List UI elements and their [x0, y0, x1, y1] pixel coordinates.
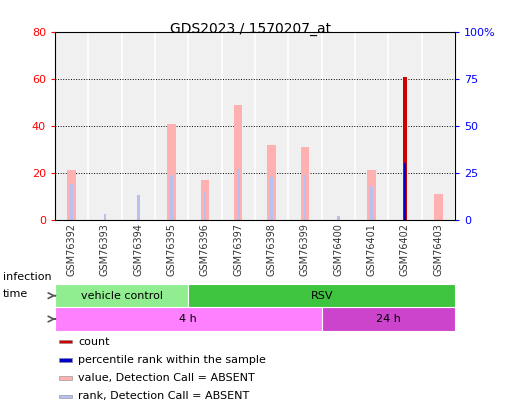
Text: GSM76393: GSM76393 — [100, 223, 110, 276]
Bar — [59, 376, 72, 380]
Bar — [370, 186, 373, 220]
Bar — [337, 216, 339, 220]
Text: infection: infection — [3, 273, 51, 282]
Bar — [403, 77, 407, 220]
Text: GSM76397: GSM76397 — [233, 223, 243, 276]
Text: GDS2023 / 1570207_at: GDS2023 / 1570207_at — [170, 22, 332, 36]
Text: RSV: RSV — [310, 291, 333, 301]
Bar — [188, 284, 455, 307]
Bar — [304, 175, 306, 220]
Bar — [434, 194, 442, 220]
Text: GSM76396: GSM76396 — [200, 223, 210, 276]
Bar — [59, 340, 72, 343]
Bar — [170, 175, 173, 220]
Text: GSM76398: GSM76398 — [267, 223, 277, 276]
Text: time: time — [3, 289, 28, 298]
Bar — [167, 124, 176, 220]
Text: GSM76394: GSM76394 — [133, 223, 143, 276]
Text: 4 h: 4 h — [179, 314, 197, 324]
Text: GSM76392: GSM76392 — [66, 223, 76, 276]
Text: GSM76400: GSM76400 — [333, 223, 343, 276]
Text: GSM76401: GSM76401 — [367, 223, 377, 276]
Text: value, Detection Call = ABSENT: value, Detection Call = ABSENT — [78, 373, 255, 383]
Bar — [203, 192, 206, 220]
Text: GSM76395: GSM76395 — [167, 223, 177, 276]
Text: GSM76399: GSM76399 — [300, 223, 310, 276]
Bar — [55, 307, 322, 331]
Bar — [67, 171, 76, 220]
Bar — [267, 145, 276, 220]
Bar — [59, 394, 72, 398]
Bar — [70, 184, 73, 220]
Text: percentile rank within the sample: percentile rank within the sample — [78, 355, 266, 365]
Bar — [237, 169, 240, 220]
Text: vehicle control: vehicle control — [81, 291, 163, 301]
Text: 24 h: 24 h — [376, 314, 401, 324]
Bar — [234, 105, 243, 220]
Text: count: count — [78, 337, 110, 347]
Bar — [322, 307, 455, 331]
Bar — [137, 195, 140, 220]
Bar — [59, 358, 72, 362]
Bar — [55, 284, 188, 307]
Bar — [368, 171, 376, 220]
Text: GSM76403: GSM76403 — [434, 223, 444, 276]
Text: rank, Detection Call = ABSENT: rank, Detection Call = ABSENT — [78, 391, 249, 401]
Bar — [201, 180, 209, 220]
Bar — [104, 214, 106, 220]
Bar — [301, 147, 309, 220]
Bar — [404, 164, 406, 220]
Text: GSM76402: GSM76402 — [400, 223, 410, 276]
Bar — [270, 177, 273, 220]
